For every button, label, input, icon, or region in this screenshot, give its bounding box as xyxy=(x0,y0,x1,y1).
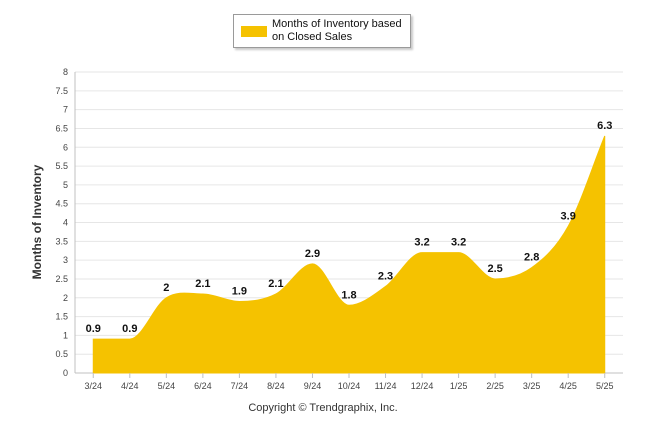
y-tick-label: 6 xyxy=(63,142,68,152)
y-tick-label: 7 xyxy=(63,105,68,115)
data-label: 0.9 xyxy=(86,323,101,335)
y-tick-label: 5.5 xyxy=(55,161,68,171)
y-axis-title: Months of Inventory xyxy=(30,164,44,280)
data-label: 1.8 xyxy=(341,289,356,301)
x-tick-label: 6/24 xyxy=(194,381,212,391)
data-label: 2.3 xyxy=(378,270,393,282)
y-tick-label: 1 xyxy=(63,330,68,340)
y-tick-label: 3 xyxy=(63,255,68,265)
x-tick-label: 11/24 xyxy=(375,381,397,391)
data-label: 2 xyxy=(163,282,169,294)
x-tick-label: 8/24 xyxy=(267,381,285,391)
y-tick-label: 0 xyxy=(63,368,68,378)
x-tick-label: 4/25 xyxy=(559,381,577,391)
x-tick-label: 9/24 xyxy=(304,381,322,391)
series-area xyxy=(92,135,606,374)
y-tick-label: 2 xyxy=(63,293,68,303)
x-tick-label: 1/25 xyxy=(450,381,468,391)
y-tick-label: 0.5 xyxy=(55,349,68,359)
x-tick-label: 3/24 xyxy=(85,381,103,391)
data-label: 3.2 xyxy=(451,237,466,249)
y-tick-label: 3.5 xyxy=(55,236,68,246)
x-tick-label: 7/24 xyxy=(231,381,249,391)
x-tick-label: 4/24 xyxy=(121,381,139,391)
y-tick-label: 6.5 xyxy=(55,123,68,133)
y-tick-label: 5 xyxy=(63,180,68,190)
data-label: 6.3 xyxy=(597,120,612,132)
data-label: 3.9 xyxy=(561,210,576,222)
y-tick-label: 1.5 xyxy=(55,312,68,322)
data-label: 2.1 xyxy=(268,278,283,290)
legend-label: Months of Inventory based on Closed Sale… xyxy=(272,18,402,43)
data-label: 2.1 xyxy=(195,278,210,290)
data-label: 3.2 xyxy=(414,237,429,249)
y-tick-label: 4.5 xyxy=(55,199,68,209)
y-tick-label: 2.5 xyxy=(55,274,68,284)
y-tick-label: 4 xyxy=(63,218,68,228)
data-label: 2.5 xyxy=(487,263,502,275)
x-tick-label: 12/24 xyxy=(411,381,434,391)
data-label: 2.8 xyxy=(524,252,539,264)
copyright-footer: Copyright © Trendgraphix, Inc. xyxy=(248,402,398,414)
data-label: 0.9 xyxy=(122,323,137,335)
legend: Months of Inventory based on Closed Sale… xyxy=(233,14,411,48)
y-tick-label: 7.5 xyxy=(55,86,68,96)
x-tick-label: 5/24 xyxy=(158,381,176,391)
data-label: 2.9 xyxy=(305,248,320,260)
legend-swatch xyxy=(241,26,267,37)
y-tick-label: 8 xyxy=(63,67,68,77)
x-tick-label: 5/25 xyxy=(596,381,614,391)
data-label: 1.9 xyxy=(232,286,247,298)
x-tick-label: 10/24 xyxy=(338,381,361,391)
x-tick-label: 2/25 xyxy=(486,381,504,391)
x-tick-label: 3/25 xyxy=(523,381,541,391)
